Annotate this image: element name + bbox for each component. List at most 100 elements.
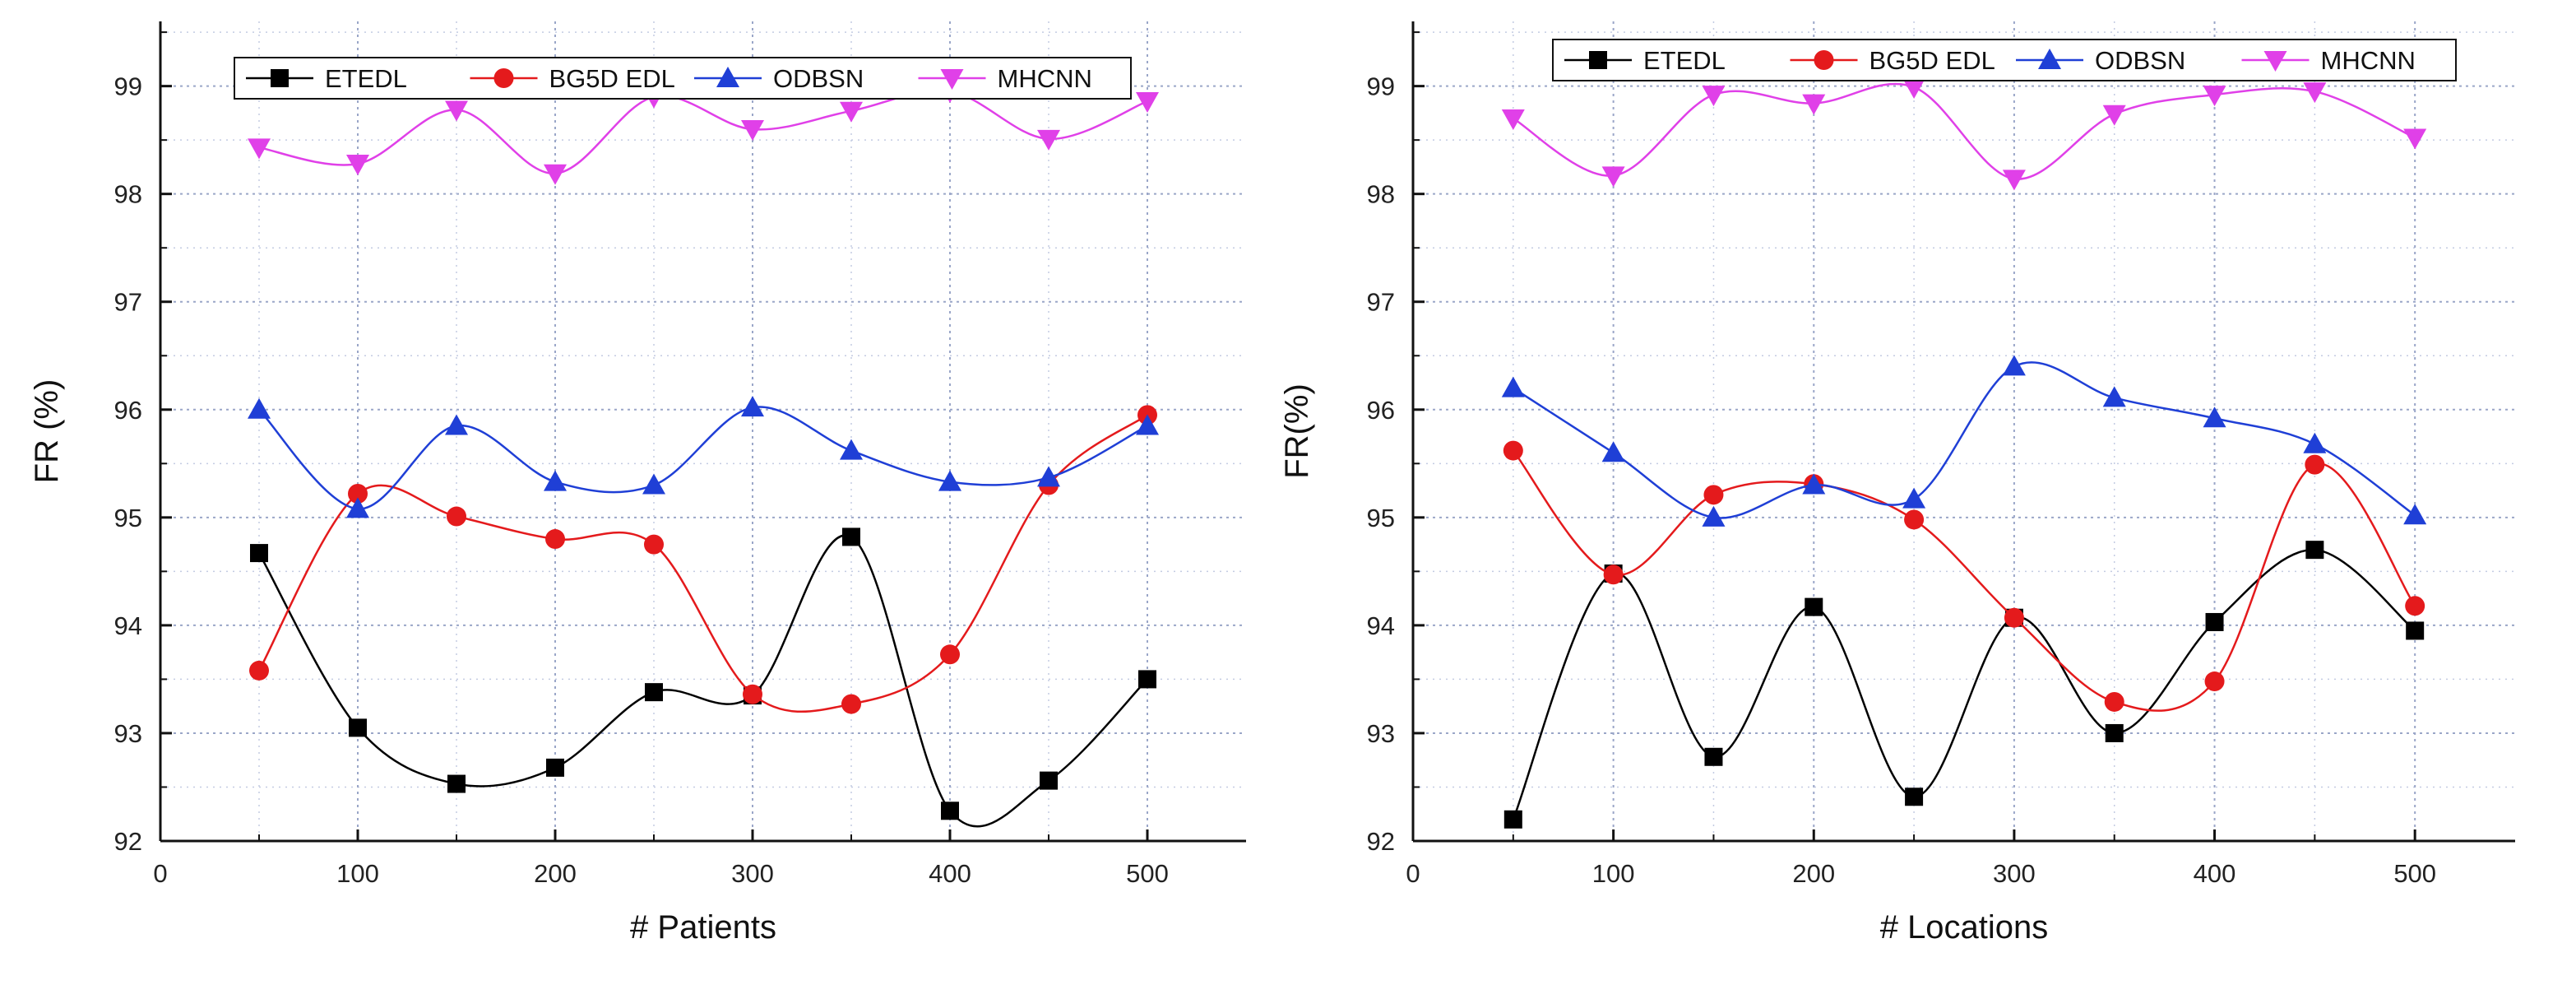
data-point [546, 758, 564, 777]
data-point [2203, 86, 2226, 107]
y-tick-label: 94 [1367, 611, 1395, 640]
data-point [1805, 597, 1823, 616]
data-point [741, 396, 764, 417]
data-point [2102, 105, 2126, 126]
data-point [1704, 747, 1723, 766]
data-point [2303, 432, 2327, 453]
series-line [258, 90, 1148, 175]
data-point [841, 694, 861, 714]
data-point [644, 534, 664, 555]
data-point [544, 164, 567, 185]
data-point [248, 397, 271, 419]
legend-marker [1589, 51, 1607, 69]
data-point [2002, 355, 2026, 376]
series-etedl [250, 527, 1156, 828]
data-point [2406, 621, 2425, 640]
data-point [447, 774, 466, 793]
series-line [258, 406, 1148, 510]
legend-marker [493, 68, 514, 88]
data-point [2305, 454, 2325, 475]
data-point [1802, 94, 1826, 115]
legend-label: ODBSN [2095, 46, 2185, 75]
x-axis-title: # Locations [1880, 909, 2049, 946]
legend-label: ODBSN [773, 64, 864, 93]
y-tick-label: 97 [1367, 288, 1395, 317]
y-axis-title: FR(%) [1279, 383, 1315, 479]
y-axis-title: FR (%) [29, 379, 65, 484]
data-point [2205, 612, 2224, 631]
data-point [1802, 473, 1826, 495]
data-point [2102, 386, 2126, 407]
x-tick-label: 400 [929, 859, 971, 888]
y-tick-label: 99 [1367, 72, 1395, 101]
legend-marker [2263, 51, 2287, 72]
y-tick-label: 97 [114, 288, 142, 317]
legend-marker [940, 69, 964, 90]
data-point [2105, 723, 2124, 742]
data-point [346, 154, 369, 175]
legend-label: MHCNN [998, 64, 1092, 93]
x-tick-label: 300 [1993, 859, 2036, 888]
data-point [2104, 691, 2124, 712]
data-point [1501, 109, 1525, 130]
x-tick-label: 0 [1406, 859, 1420, 888]
data-point [941, 801, 959, 820]
data-point [2203, 407, 2226, 428]
x-tick-label: 0 [153, 859, 167, 888]
data-point [2305, 541, 2324, 560]
data-point [249, 660, 269, 681]
x-tick-label: 200 [1792, 859, 1835, 888]
data-point [348, 484, 368, 504]
data-point [741, 120, 764, 142]
legend: ETEDL BG5D EDL ODBSN MHCNN [234, 57, 1132, 100]
data-point [743, 684, 762, 704]
data-point [2405, 596, 2425, 616]
series-line [1512, 548, 2416, 820]
data-point [1902, 77, 1926, 99]
legend-label: BG5D EDL [1869, 46, 1995, 75]
data-point [1037, 466, 1060, 487]
legend-label: ETEDL [1643, 46, 1726, 75]
y-tick-label: 92 [1367, 827, 1395, 856]
series-bg5d-edl [1503, 440, 2425, 712]
data-point [1138, 670, 1156, 689]
legend-label: MHCNN [2321, 46, 2416, 75]
data-point [2002, 170, 2026, 191]
data-point [1136, 91, 1159, 113]
data-point [1703, 485, 1724, 505]
data-point [1040, 771, 1058, 790]
data-point [545, 529, 565, 550]
y-tick-label: 98 [1367, 180, 1395, 209]
data-point [840, 101, 863, 123]
y-tick-label: 98 [114, 180, 142, 209]
data-point [447, 506, 466, 527]
data-point [1904, 509, 1925, 530]
data-point [1702, 86, 1726, 107]
series-etedl [1503, 541, 2425, 829]
data-point [1905, 788, 1924, 806]
series-line [1512, 449, 2416, 712]
x-axis-title: # Patients [630, 909, 776, 946]
series-odbsn [248, 396, 1159, 518]
data-point [2303, 82, 2327, 104]
data-point [250, 544, 268, 563]
y-tick-label: 96 [1367, 396, 1395, 425]
x-tick-label: 100 [336, 859, 379, 888]
y-tick-label: 95 [1367, 504, 1395, 532]
data-point [346, 497, 369, 518]
data-point [349, 718, 367, 737]
legend-label: ETEDL [325, 64, 407, 93]
data-point [940, 644, 960, 665]
data-point [1603, 565, 1624, 585]
legend: ETEDL BG5D EDL ODBSN MHCNN [1552, 39, 2457, 81]
grid [160, 21, 1246, 842]
data-point [1902, 487, 1926, 509]
series-line [1513, 82, 2416, 180]
legend-label: BG5D EDL [549, 64, 675, 93]
data-point [1037, 129, 1060, 151]
data-point [1601, 441, 1625, 462]
x-tick-label: 500 [1126, 859, 1169, 888]
data-point [2004, 607, 2024, 628]
data-point [840, 439, 863, 460]
